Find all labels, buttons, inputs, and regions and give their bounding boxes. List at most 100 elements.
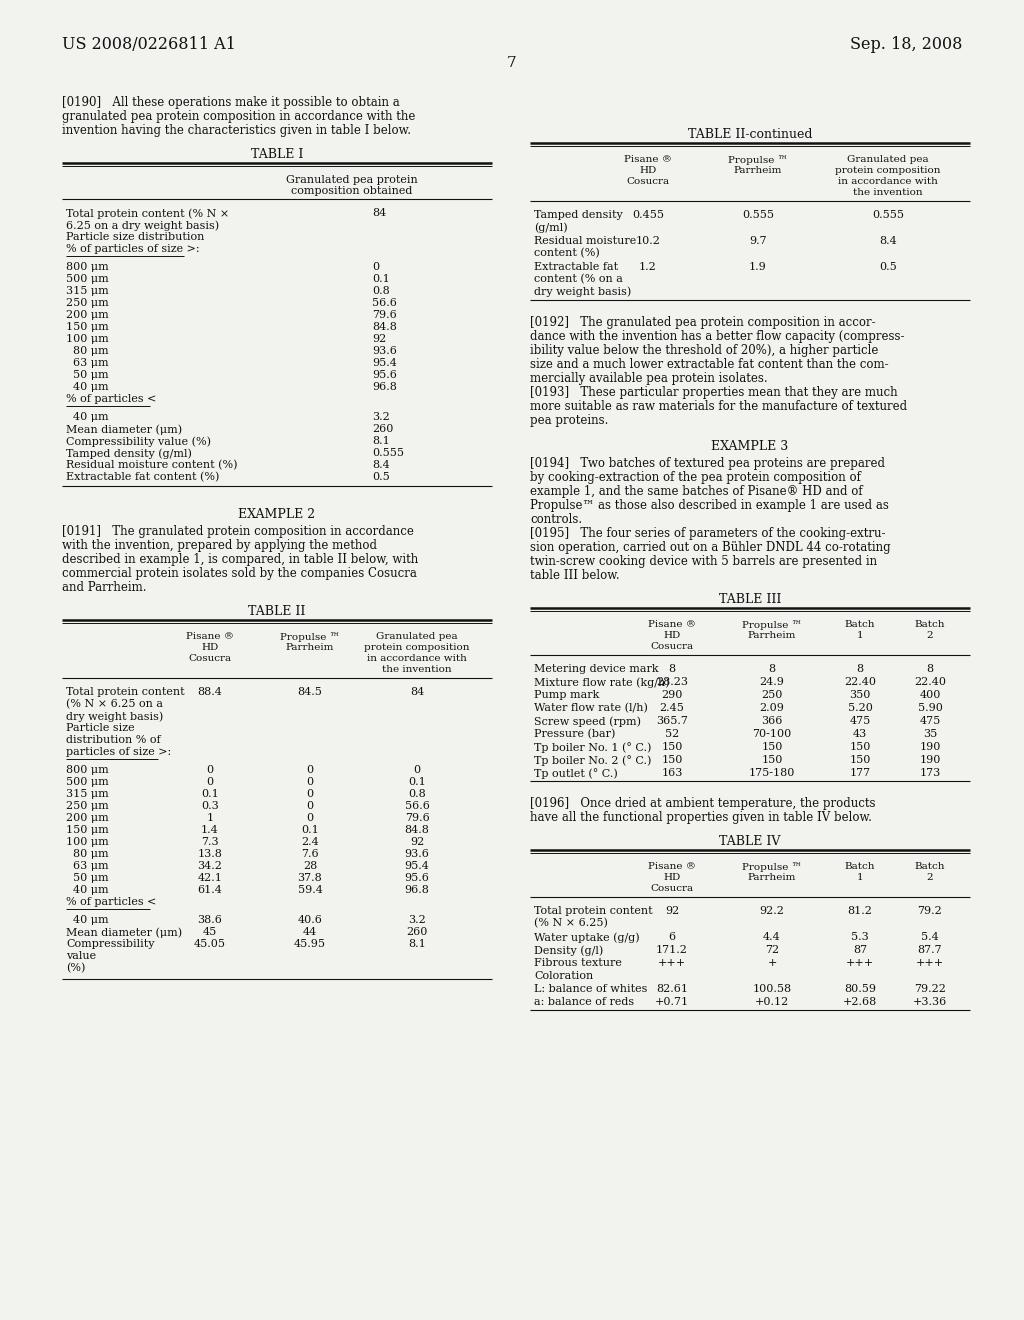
Text: 38.6: 38.6 xyxy=(198,915,222,925)
Text: 5.90: 5.90 xyxy=(918,704,942,713)
Text: 0.5: 0.5 xyxy=(372,473,390,482)
Text: 8.1: 8.1 xyxy=(372,436,390,446)
Text: Tamped density: Tamped density xyxy=(534,210,623,220)
Text: [0194]   Two batches of textured pea proteins are prepared: [0194] Two batches of textured pea prote… xyxy=(530,457,885,470)
Text: 84: 84 xyxy=(410,686,424,697)
Text: in accordance with: in accordance with xyxy=(838,177,938,186)
Text: HD: HD xyxy=(664,873,681,882)
Text: +2.68: +2.68 xyxy=(843,997,878,1007)
Text: 1: 1 xyxy=(857,873,863,882)
Text: 92.2: 92.2 xyxy=(760,906,784,916)
Text: sion operation, carried out on a Bühler DNDL 44 co-rotating: sion operation, carried out on a Bühler … xyxy=(530,541,891,554)
Text: 163: 163 xyxy=(662,768,683,777)
Text: 1.4: 1.4 xyxy=(201,825,219,836)
Text: 84.8: 84.8 xyxy=(372,322,397,333)
Text: TABLE III: TABLE III xyxy=(719,593,781,606)
Text: 200 μm: 200 μm xyxy=(66,813,109,822)
Text: Granulated pea: Granulated pea xyxy=(847,154,929,164)
Text: 92: 92 xyxy=(410,837,424,847)
Text: +0.71: +0.71 xyxy=(655,997,689,1007)
Text: 8.1: 8.1 xyxy=(409,939,426,949)
Text: +++: +++ xyxy=(915,958,944,968)
Text: 2: 2 xyxy=(927,873,933,882)
Text: 1: 1 xyxy=(207,813,214,822)
Text: HD: HD xyxy=(639,166,656,176)
Text: +++: +++ xyxy=(846,958,874,968)
Text: TABLE IV: TABLE IV xyxy=(719,836,780,847)
Text: Propulse ™: Propulse ™ xyxy=(280,632,340,642)
Text: distribution % of: distribution % of xyxy=(66,735,161,744)
Text: Compressibility value (%): Compressibility value (%) xyxy=(66,436,211,446)
Text: Total protein content: Total protein content xyxy=(534,906,652,916)
Text: 45.05: 45.05 xyxy=(194,939,226,949)
Text: Total protein content: Total protein content xyxy=(66,686,184,697)
Text: 8.4: 8.4 xyxy=(880,236,897,246)
Text: 80.59: 80.59 xyxy=(844,983,876,994)
Text: 250 μm: 250 μm xyxy=(66,801,109,810)
Text: 81.2: 81.2 xyxy=(848,906,872,916)
Text: 5.3: 5.3 xyxy=(851,932,869,942)
Text: Cosucra: Cosucra xyxy=(650,642,693,651)
Text: Total protein content (% N ×: Total protein content (% N × xyxy=(66,209,229,219)
Text: +0.12: +0.12 xyxy=(755,997,790,1007)
Text: dry weight basis): dry weight basis) xyxy=(66,711,163,722)
Text: value: value xyxy=(66,950,96,961)
Text: Extractable fat content (%): Extractable fat content (%) xyxy=(66,473,219,482)
Text: % of particles <: % of particles < xyxy=(66,393,157,404)
Text: 40 μm: 40 μm xyxy=(66,381,109,392)
Text: Cosucra: Cosucra xyxy=(188,653,231,663)
Text: 70-100: 70-100 xyxy=(753,729,792,739)
Text: Particle size distribution: Particle size distribution xyxy=(66,232,205,242)
Text: 22.40: 22.40 xyxy=(914,677,946,686)
Text: 50 μm: 50 μm xyxy=(66,873,109,883)
Text: 250: 250 xyxy=(761,690,782,700)
Text: 315 μm: 315 μm xyxy=(66,789,109,799)
Text: 150: 150 xyxy=(761,742,782,752)
Text: 2: 2 xyxy=(927,631,933,640)
Text: Coloration: Coloration xyxy=(534,972,593,981)
Text: Screw speed (rpm): Screw speed (rpm) xyxy=(534,715,641,726)
Text: % of particles of size >:: % of particles of size >: xyxy=(66,244,200,253)
Text: 475: 475 xyxy=(920,715,941,726)
Text: protein composition: protein composition xyxy=(365,643,470,652)
Text: Cosucra: Cosucra xyxy=(627,177,670,186)
Text: TABLE II: TABLE II xyxy=(248,605,306,618)
Text: 500 μm: 500 μm xyxy=(66,275,109,284)
Text: 100.58: 100.58 xyxy=(753,983,792,994)
Text: Parrheim: Parrheim xyxy=(748,873,797,882)
Text: 150: 150 xyxy=(849,755,870,766)
Text: 173: 173 xyxy=(920,768,941,777)
Text: commercial protein isolates sold by the companies Cosucra: commercial protein isolates sold by the … xyxy=(62,568,417,579)
Text: 40.6: 40.6 xyxy=(298,915,323,925)
Text: 171.2: 171.2 xyxy=(656,945,688,954)
Text: 800 μm: 800 μm xyxy=(66,766,109,775)
Text: 50 μm: 50 μm xyxy=(66,370,109,380)
Text: Tp boiler No. 2 (° C.): Tp boiler No. 2 (° C.) xyxy=(534,755,651,766)
Text: +: + xyxy=(767,958,776,968)
Text: [0195]   The four series of parameters of the cooking-extru-: [0195] The four series of parameters of … xyxy=(530,527,886,540)
Text: 63 μm: 63 μm xyxy=(66,358,109,368)
Text: 87: 87 xyxy=(853,945,867,954)
Text: 10.2: 10.2 xyxy=(636,236,660,246)
Text: HD: HD xyxy=(664,631,681,640)
Text: 365.7: 365.7 xyxy=(656,715,688,726)
Text: HD: HD xyxy=(202,643,219,652)
Text: Pressure (bar): Pressure (bar) xyxy=(534,729,615,739)
Text: 7.6: 7.6 xyxy=(301,849,318,859)
Text: 100 μm: 100 μm xyxy=(66,334,109,345)
Text: 82.61: 82.61 xyxy=(656,983,688,994)
Text: 44: 44 xyxy=(303,927,317,937)
Text: 6: 6 xyxy=(669,932,676,942)
Text: composition obtained: composition obtained xyxy=(291,186,413,195)
Text: 500 μm: 500 μm xyxy=(66,777,109,787)
Text: Mean diameter (μm): Mean diameter (μm) xyxy=(66,927,182,937)
Text: 0.8: 0.8 xyxy=(409,789,426,799)
Text: 0: 0 xyxy=(207,766,214,775)
Text: 95.6: 95.6 xyxy=(372,370,397,380)
Text: 84: 84 xyxy=(372,209,386,218)
Text: 0.1: 0.1 xyxy=(201,789,219,799)
Text: 350: 350 xyxy=(849,690,870,700)
Text: 79.6: 79.6 xyxy=(404,813,429,822)
Text: 88.4: 88.4 xyxy=(198,686,222,697)
Text: 40 μm: 40 μm xyxy=(66,915,109,925)
